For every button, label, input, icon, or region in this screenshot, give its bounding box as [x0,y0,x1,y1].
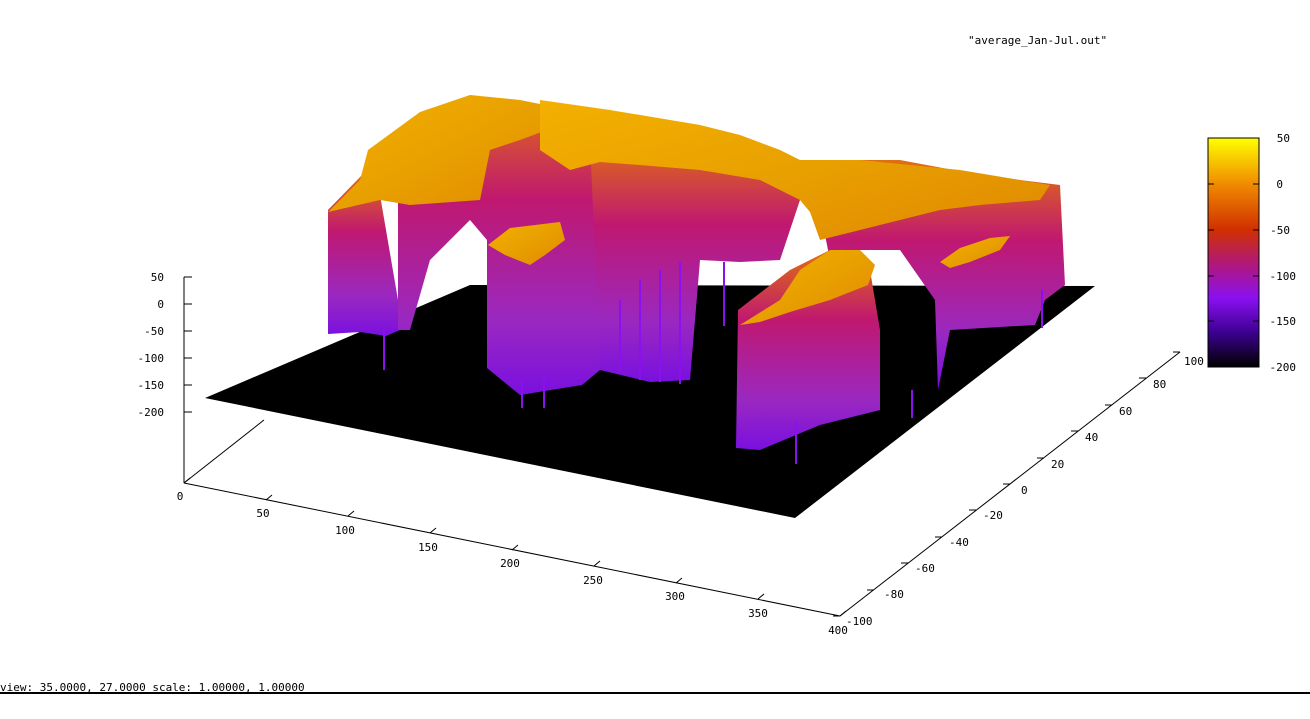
land-south-america [740,250,875,325]
x-tick [675,577,683,584]
x-tick-label: 150 [418,541,438,554]
colorbar-tick-label: -200 [1270,361,1297,374]
y-tick-label: -40 [949,536,969,549]
x-tick-label: 350 [748,607,768,620]
z-tick-label: 50 [151,271,164,284]
x-tick [511,544,519,551]
z-tick-label: -150 [138,379,165,392]
x-tick [429,527,437,534]
y-tick-label: 80 [1153,378,1166,391]
colorbar-tick-label: -100 [1270,270,1297,283]
x-tick [347,510,355,517]
z-tick-label: 0 [157,298,164,311]
wall-americas [328,175,400,336]
view-status-text: view: 35.0000, 27.0000 scale: 1.00000, 1… [0,681,305,694]
x-tick-label: 200 [500,557,520,570]
x-tick-label: 300 [665,590,685,603]
y-tick-label: -100 [846,615,873,628]
y-tick-label: -20 [983,509,1003,522]
x-tick-label: 100 [335,524,355,537]
land-north-america [328,95,560,212]
y-tick-label: 100 [1184,355,1204,368]
x-tick [839,610,847,617]
y-tick-label: 20 [1051,458,1064,471]
colorbar: 50 0 -50 -100 -150 -200 [1207,132,1297,374]
colorbar-tick-label: -150 [1270,315,1297,328]
x-tick [757,593,765,600]
y-tick-label: 40 [1085,431,1098,444]
colorbar-gradient [1207,137,1260,368]
land-surfaces [328,95,1050,325]
z-tick-label: -100 [138,352,165,365]
x-tick-label: 250 [583,574,603,587]
x-tick-label: 0 [177,490,184,503]
colorbar-tick-label: 50 [1277,132,1290,145]
land-africa [488,222,565,265]
y-tick-label: 60 [1119,405,1132,418]
y-axis: -100 -80 -60 -40 -20 0 20 40 60 80 100 [833,351,1204,628]
x-tick [593,560,601,567]
wall-south-america [736,250,880,450]
status-divider [0,692,1310,694]
land-east-asia [940,236,1010,268]
chart-title: "average_Jan-Jul.out" [968,34,1107,47]
land-eurasia [540,100,1050,240]
x-tick [183,477,191,484]
x-tick-label: 50 [256,507,269,520]
back-left-edge [183,419,265,484]
wall-asia [590,140,800,382]
z-tick-label: -200 [138,406,165,419]
x-tick-label: 400 [828,624,848,637]
x-axis: 0 50 100 150 200 250 300 350 400 [177,477,848,637]
y-tick-label: -80 [884,588,904,601]
depth-spikes [383,262,1043,464]
colorbar-tick-label: 0 [1276,178,1283,191]
x-tick [265,494,273,501]
y-tick-label: 0 [1021,484,1028,497]
z-tick-label: -50 [144,325,164,338]
surface-plot: "average_Jan-Jul.out" [138,34,1297,637]
z-axis: 50 0 -50 -100 -150 -200 [138,271,192,419]
colorbar-tick-label: -50 [1270,224,1290,237]
y-tick-label: -60 [915,562,935,575]
status-bar: view: 35.0000, 27.0000 scale: 1.00000, 1… [0,680,1310,696]
